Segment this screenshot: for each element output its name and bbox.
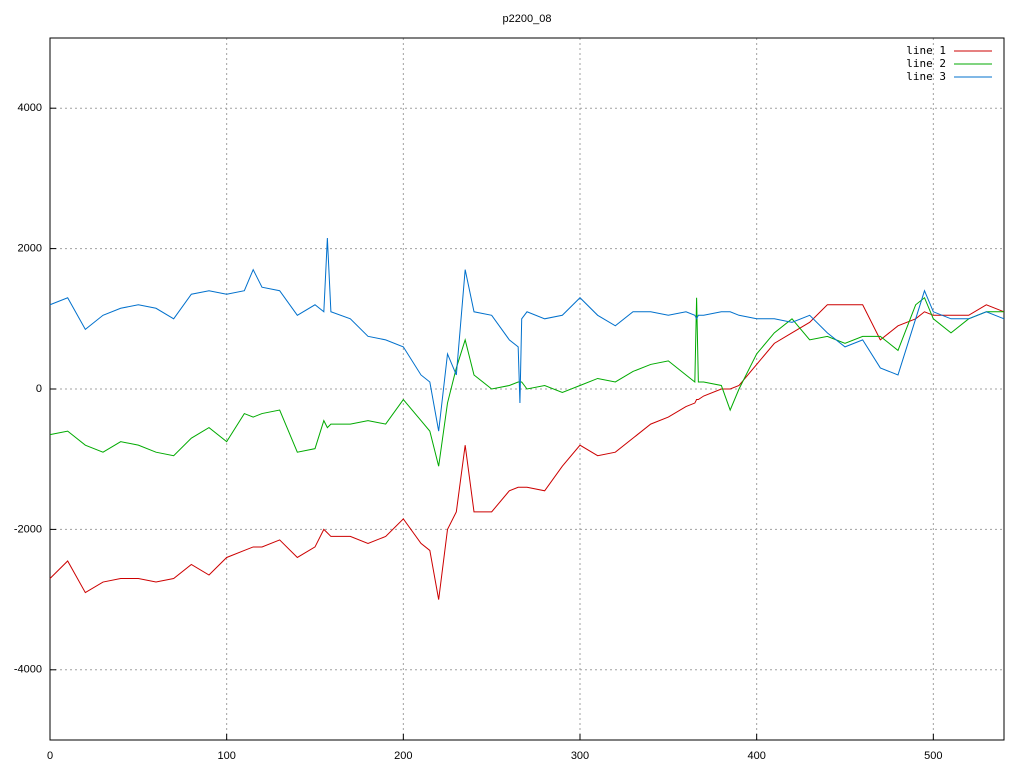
y-tick-label: 0 [36,383,42,395]
data-line [49,304,1005,600]
x-tick-label: 400 [747,750,765,762]
legend-label: line 2 [906,57,946,70]
x-tick-label: 200 [394,750,412,762]
x-tick-label: 0 [47,750,53,762]
y-tick-label: 4000 [18,102,42,114]
chart-title: p2200_08 [503,13,552,25]
x-tick-label: 300 [571,750,589,762]
x-tick-label: 100 [217,750,235,762]
data-line [49,296,1004,467]
y-tick-label: 2000 [18,243,42,255]
y-tick-label: -2000 [14,523,42,535]
plot-frame [49,37,1005,741]
x-tick-label: 500 [924,750,942,762]
data-line [49,238,1005,432]
y-tick-label: -4000 [14,664,42,676]
legend-label: line 3 [906,70,946,83]
legend-label: line 1 [906,44,946,57]
